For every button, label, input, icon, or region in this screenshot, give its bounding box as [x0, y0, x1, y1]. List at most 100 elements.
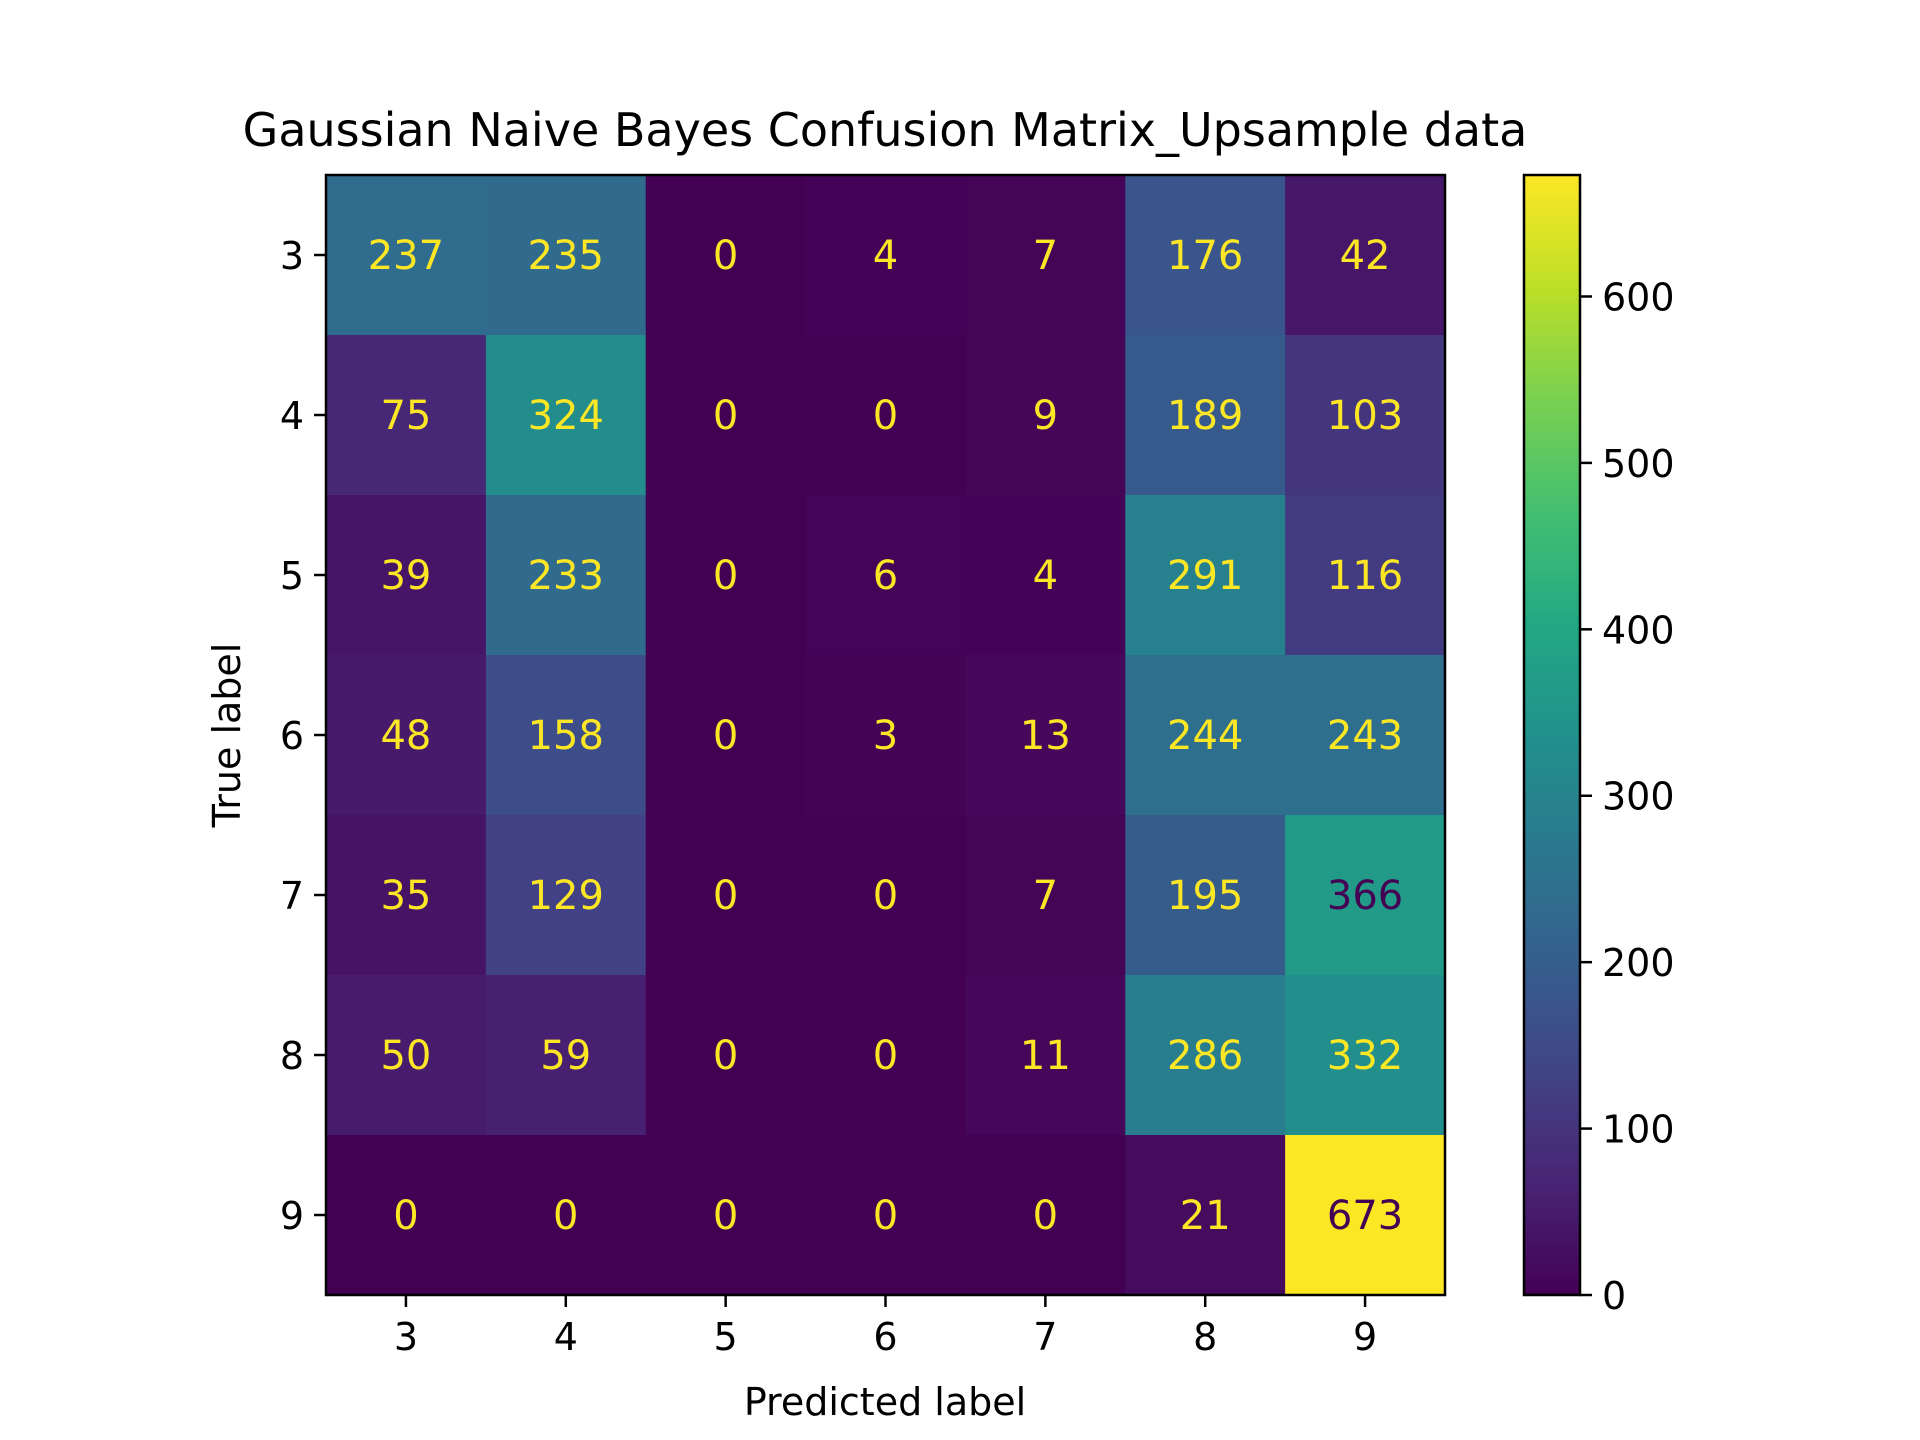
- cell-value-label: 0: [873, 393, 898, 439]
- cell-value-label: 7: [1033, 233, 1058, 279]
- heatmap-cell: [805, 815, 967, 976]
- x-axis-label: Predicted label: [744, 1380, 1026, 1424]
- x-tick-label: 5: [714, 1315, 738, 1359]
- heatmap-cell: [485, 1135, 647, 1296]
- cell-value-label: 0: [713, 553, 738, 599]
- heatmap-cells: 237 235 0 4 7 176 42 75 324 0 0 9 189 103 39 233 0 6 4 291 1…: [326, 175, 1446, 1296]
- heatmap-cell: [805, 975, 967, 1136]
- cell-value-label: 0: [713, 873, 738, 919]
- heatmap-cell: [645, 975, 807, 1136]
- chart-title: Gaussian Naive Bayes Confusion Matrix_Up…: [243, 103, 1528, 157]
- cell-value-label: 129: [528, 873, 604, 919]
- heatmap-cell: [1125, 335, 1286, 496]
- cell-value-label: 366: [1327, 873, 1403, 919]
- colorbar-tick-label: 300: [1602, 775, 1675, 819]
- x-tick-label: 8: [1193, 1315, 1217, 1359]
- cell-value-label: 0: [713, 1033, 738, 1079]
- heatmap-cell: [326, 975, 487, 1136]
- cell-value-label: 235: [528, 233, 604, 279]
- cell-value-label: 0: [713, 233, 738, 279]
- heatmap-cell: [965, 975, 1126, 1136]
- cell-value-label: 42: [1340, 233, 1391, 279]
- colorbar-frame: [1522, 173, 1582, 1297]
- cell-value-label: 48: [380, 713, 431, 759]
- y-tick-label: 8: [280, 1034, 304, 1078]
- heatmap-cell: [645, 495, 807, 656]
- x-tick-label: 7: [1033, 1315, 1057, 1359]
- cell-value-label: 59: [540, 1033, 591, 1079]
- heatmap-cell: [326, 175, 487, 336]
- y-axis-label: True label: [205, 643, 249, 829]
- heatmap-cell: [1285, 175, 1446, 336]
- cell-value-label: 9: [1033, 393, 1058, 439]
- cell-value-label: 4: [873, 233, 898, 279]
- heatmap-cell: [1285, 975, 1446, 1136]
- cell-value-label: 237: [368, 233, 444, 279]
- heatmap-cell: [485, 175, 647, 336]
- colorbar-tick-label: 400: [1602, 608, 1675, 652]
- x-tick-label: 3: [394, 1315, 418, 1359]
- x-axis: 3 4 5 6 7 8 9: [394, 1295, 1377, 1359]
- heatmap-cell: [1125, 175, 1286, 336]
- colorbar-tick-label: 200: [1602, 941, 1675, 985]
- cell-value-label: 673: [1327, 1193, 1403, 1239]
- cell-value-label: 244: [1167, 713, 1243, 759]
- heatmap-cell: [965, 815, 1126, 976]
- heatmap-cell: [805, 335, 967, 496]
- heatmap-cell: [805, 1135, 967, 1296]
- heatmap-cell: [1285, 655, 1446, 816]
- cell-value-label: 50: [380, 1033, 431, 1079]
- colorbar-tick-label: 500: [1602, 442, 1675, 486]
- y-tick-label: 9: [280, 1194, 304, 1238]
- x-tick-label: 6: [873, 1315, 897, 1359]
- heatmap-cell: [645, 1135, 807, 1296]
- cell-value-label: 0: [873, 1193, 898, 1239]
- cell-value-label: 291: [1167, 553, 1243, 599]
- y-tick-label: 5: [280, 554, 304, 598]
- heatmap-cell: [965, 175, 1126, 336]
- x-tick-label: 9: [1353, 1315, 1377, 1359]
- heatmap-cell: [326, 335, 487, 496]
- heatmap-cell: [1285, 1135, 1446, 1296]
- heatmap-cell: [485, 495, 647, 656]
- heatmap-cell: [645, 655, 807, 816]
- colorbar-tick-label: 0: [1602, 1274, 1626, 1318]
- colorbar-tick-label: 100: [1602, 1108, 1675, 1152]
- heatmap-cell: [485, 335, 647, 496]
- heatmap-cell: [326, 815, 487, 976]
- cell-value-label: 21: [1180, 1193, 1231, 1239]
- y-tick-label: 4: [280, 394, 304, 438]
- cell-value-label: 0: [393, 1193, 418, 1239]
- heatmap-cell: [965, 655, 1126, 816]
- cell-value-label: 13: [1020, 713, 1071, 759]
- heatmap-cell: [1125, 495, 1286, 656]
- cell-value-label: 6: [873, 553, 898, 599]
- cell-value-label: 0: [713, 393, 738, 439]
- x-tick-label: 4: [554, 1315, 578, 1359]
- cell-value-label: 39: [380, 553, 431, 599]
- cell-value-label: 332: [1327, 1033, 1403, 1079]
- heatmap-cell: [1285, 495, 1446, 656]
- cell-value-label: 0: [553, 1193, 578, 1239]
- cell-value-label: 189: [1167, 393, 1243, 439]
- cell-value-label: 0: [713, 713, 738, 759]
- cell-value-label: 195: [1167, 873, 1243, 919]
- colorbar-gradient: [1524, 175, 1580, 1295]
- heatmap-cell: [805, 655, 967, 816]
- y-tick-label: 6: [280, 714, 304, 758]
- heatmap-cell: [805, 175, 967, 336]
- cell-value-label: 11: [1020, 1033, 1071, 1079]
- heatmap-cell: [965, 1135, 1126, 1296]
- cell-value-label: 3: [873, 713, 898, 759]
- heatmap-cell: [1285, 335, 1446, 496]
- heatmap-cell: [326, 495, 487, 656]
- cell-value-label: 0: [713, 1193, 738, 1239]
- cell-value-label: 75: [380, 393, 431, 439]
- heatmap-cell: [1125, 815, 1286, 976]
- cell-value-label: 158: [528, 713, 604, 759]
- heatmap-cell: [1125, 1135, 1286, 1296]
- cell-value-label: 103: [1327, 393, 1403, 439]
- heatmap-cell: [805, 495, 967, 656]
- heatmap-cell: [1125, 655, 1286, 816]
